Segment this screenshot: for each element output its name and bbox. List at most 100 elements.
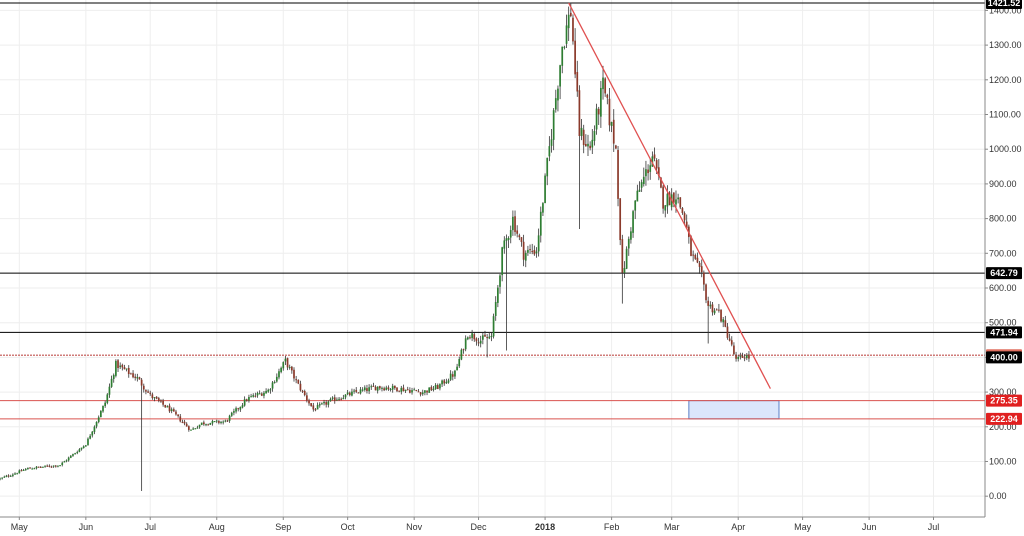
candle-body	[514, 216, 516, 232]
candle-body	[636, 190, 639, 202]
candle-body	[456, 366, 458, 371]
candle	[462, 348, 465, 354]
candle	[284, 355, 287, 366]
candle-body	[501, 247, 504, 276]
candle-body	[550, 139, 553, 146]
candle-body	[368, 387, 370, 392]
candle	[512, 210, 514, 236]
candle	[709, 301, 712, 309]
candle-body	[293, 369, 295, 379]
price-tag-label: 471.94	[990, 327, 1018, 337]
candle	[316, 402, 319, 410]
candle	[741, 352, 744, 358]
candle	[464, 335, 467, 352]
candle	[724, 315, 727, 328]
candle-body	[331, 397, 334, 399]
candle-body	[539, 211, 542, 236]
candle-body	[278, 371, 280, 378]
candle-body	[533, 249, 536, 255]
candle-body	[737, 356, 740, 359]
candle-body	[630, 231, 632, 240]
candle-body	[685, 221, 688, 229]
candle	[194, 428, 197, 430]
candle-body	[241, 405, 244, 408]
candle-body	[694, 254, 697, 259]
candle-body	[250, 396, 252, 398]
candle	[170, 407, 173, 414]
candle	[713, 308, 716, 315]
candle	[381, 386, 383, 392]
candle	[97, 415, 100, 424]
candle	[308, 398, 310, 406]
candle	[95, 421, 98, 429]
candle	[436, 383, 439, 390]
candle	[245, 398, 248, 402]
candle	[700, 259, 703, 278]
candle	[454, 369, 456, 380]
candle	[488, 331, 491, 340]
candle	[451, 371, 454, 381]
candle	[353, 388, 355, 394]
candle-body	[503, 240, 506, 249]
candle-body	[179, 416, 182, 422]
candle-body	[59, 465, 61, 467]
candle	[314, 407, 317, 412]
candle	[587, 134, 589, 156]
candle-body	[235, 408, 237, 412]
candle-body	[569, 12, 572, 17]
candle-body	[318, 404, 321, 406]
candle-body	[233, 411, 235, 413]
candle	[42, 466, 44, 468]
candle-body	[153, 397, 156, 399]
candle-body	[284, 358, 287, 362]
candle	[121, 363, 124, 371]
candle-body	[426, 390, 428, 393]
candle-body	[713, 310, 716, 314]
candle	[72, 453, 74, 457]
candle	[743, 354, 746, 362]
candle	[730, 336, 733, 347]
candle-body	[80, 447, 83, 450]
candle	[361, 387, 364, 392]
candle-body	[344, 394, 347, 398]
candle-body	[78, 449, 81, 452]
candle-body	[385, 387, 388, 390]
candle	[572, 14, 574, 45]
candle	[473, 332, 476, 342]
candle-body	[733, 345, 735, 355]
candle	[421, 389, 424, 396]
candle-body	[458, 359, 461, 367]
x-tick-label: Jul	[144, 522, 156, 532]
candle	[172, 407, 175, 412]
candle-body	[434, 384, 437, 389]
candle	[286, 357, 289, 371]
candle	[745, 352, 748, 361]
candle	[16, 472, 19, 475]
price-tag-bg	[986, 351, 1022, 364]
candle-body	[200, 422, 203, 425]
candle-body	[645, 169, 647, 177]
candle	[632, 209, 634, 238]
candle-body	[91, 431, 94, 436]
candle	[533, 245, 536, 256]
candle-body	[209, 422, 212, 425]
candle	[329, 397, 332, 402]
candle	[263, 390, 265, 399]
price-tag: 400.00	[986, 351, 1022, 364]
candle	[138, 376, 141, 380]
candle	[737, 354, 740, 362]
candle	[254, 392, 257, 398]
candle	[619, 198, 622, 246]
y-tick-label: 0.00	[989, 491, 1007, 501]
candle-body	[65, 460, 68, 462]
candle-body	[72, 454, 74, 456]
candle	[151, 392, 154, 400]
candle-body	[142, 385, 145, 390]
candle-body	[462, 349, 465, 351]
candle-body	[187, 426, 190, 430]
candle	[203, 420, 205, 426]
candle	[576, 60, 579, 97]
candle	[434, 383, 437, 390]
candle	[82, 445, 85, 449]
candle-body	[600, 87, 602, 117]
